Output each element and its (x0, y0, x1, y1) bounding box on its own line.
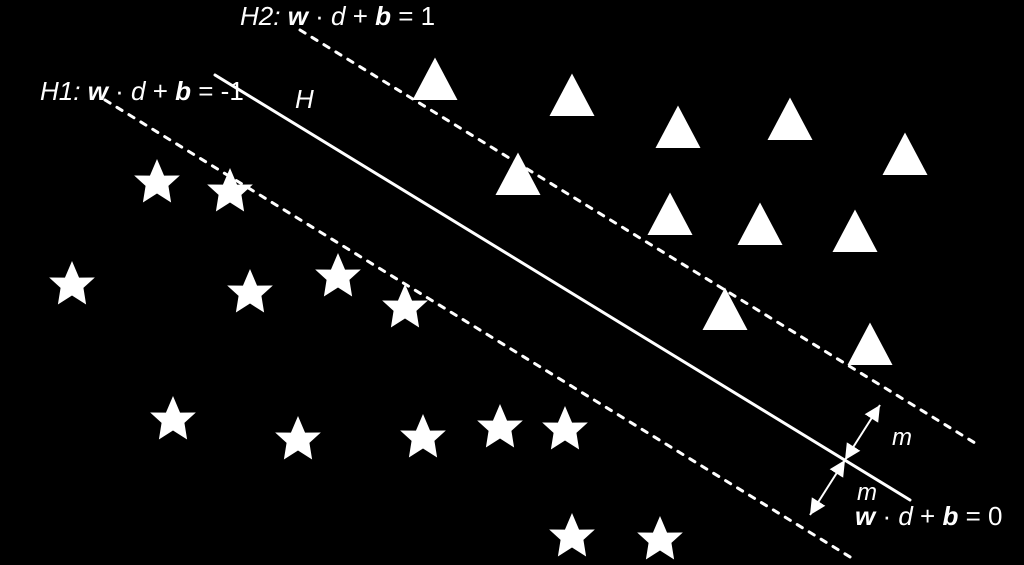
label-H2: H2: w · d + b = 1 (240, 1, 435, 31)
label-m-upper: m (892, 424, 912, 451)
label-H1: H1: w · d + b = -1 (40, 76, 244, 106)
label-eq0: w · d + b = 0 (855, 501, 1002, 531)
label-m-lower: m (857, 479, 877, 506)
svm-diagram: H2: w · d + b = 1 H1: w · d + b = -1 Hw · … (0, 0, 1024, 565)
label-H: H (295, 84, 314, 114)
